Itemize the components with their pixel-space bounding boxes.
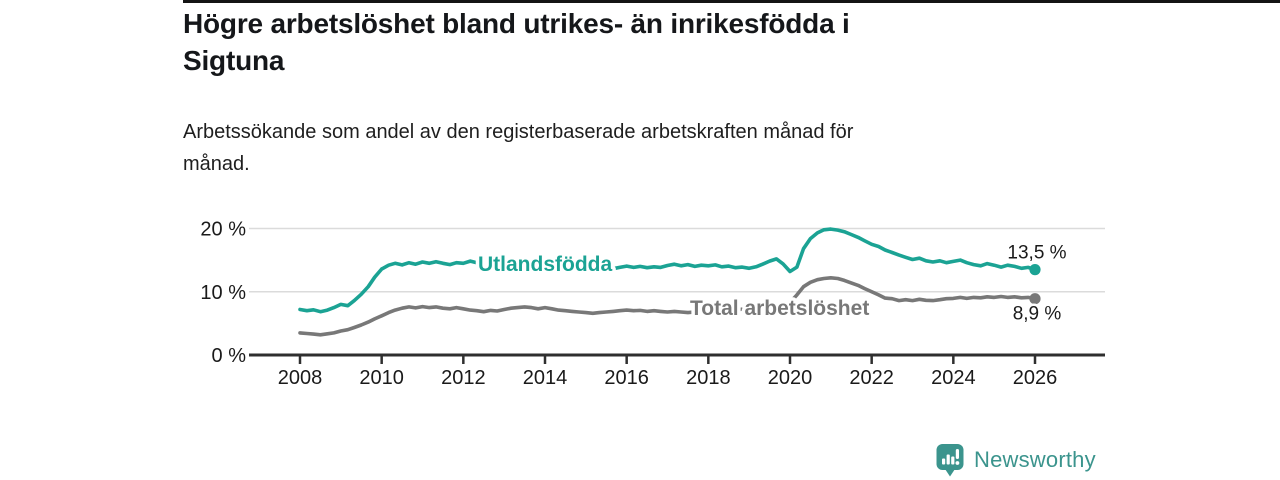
end-dot-utlandsf-dda [1029, 264, 1041, 276]
page-title: Högre arbetslöshet bland utrikes- än inr… [183, 5, 1063, 79]
end-dot-total-arbetsl-shet [1029, 293, 1041, 305]
newsworthy-logo-text: Newsworthy [974, 447, 1096, 472]
end-value-label-utlandsf-dda: 13,5 % [1007, 243, 1066, 264]
page-subtitle-line-1: Arbetssökande som andel av den registerb… [183, 121, 854, 143]
x-tick-label-2010: 2010 [359, 367, 404, 389]
y-tick-label-0: 0 % [212, 345, 247, 367]
y-tick-label-10: 10 % [200, 282, 246, 304]
x-tick-label-2020: 2020 [768, 367, 813, 389]
page-title-line-1: Högre arbetslöshet bland utrikes- än inr… [183, 8, 850, 39]
x-tick-label-2026: 2026 [1013, 367, 1058, 389]
end-value-label-total-arbetsl-shet: 8,9 % [1013, 304, 1062, 325]
series-label-total-arbetsl-shet: Total arbetslöshet [690, 297, 869, 320]
page-subtitle: Arbetssökande som andel av den registerb… [183, 116, 1063, 180]
x-tick-label-2008: 2008 [278, 367, 323, 389]
series-line-utlandsf-dda [298, 227, 1037, 314]
x-tick-label-2022: 2022 [849, 367, 894, 389]
y-tick-label-20: 20 % [200, 219, 246, 241]
x-tick-label-2018: 2018 [686, 367, 731, 389]
x-tick-label-2012: 2012 [441, 367, 486, 389]
page-subtitle-line-2: månad. [183, 153, 250, 175]
x-tick-label-2016: 2016 [604, 367, 649, 389]
page-title-line-2: Sigtuna [183, 45, 285, 76]
newsworthy-bar-chart-bubble-icon [936, 444, 964, 477]
x-tick-label-2024: 2024 [931, 367, 976, 389]
top-border-line [183, 0, 1280, 3]
newsworthy-logo-link[interactable]: Newsworthy [936, 443, 1096, 477]
series-label-utlandsf-dda: Utlandsfödda [478, 253, 612, 276]
x-tick-label-2014: 2014 [523, 367, 568, 389]
series-line-total-arbetsl-shet [298, 275, 1037, 337]
